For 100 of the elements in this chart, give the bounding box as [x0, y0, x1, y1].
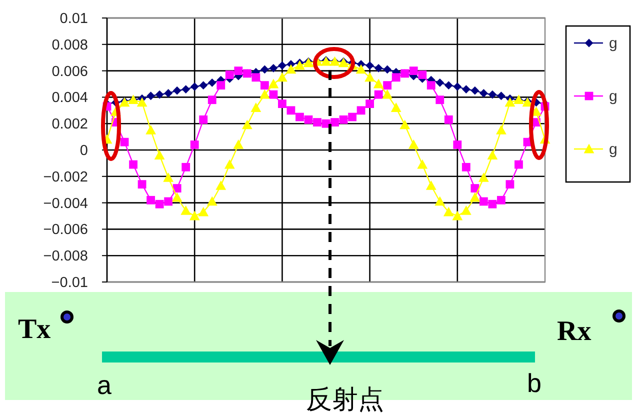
- point: [383, 81, 392, 90]
- point: [182, 162, 190, 172]
- point: [172, 184, 182, 192]
- point: [163, 172, 174, 182]
- point: [497, 92, 506, 100]
- y-tick-label: 0.01: [60, 11, 88, 27]
- y-tick-label: −0.004: [43, 196, 88, 212]
- text: Rx: [557, 316, 592, 347]
- point: [443, 206, 454, 216]
- point: [374, 64, 383, 72]
- point: [479, 197, 488, 206]
- point: [366, 61, 374, 70]
- point: [199, 115, 208, 124]
- point: [392, 73, 400, 82]
- y-tick-label: −0.01: [51, 275, 88, 291]
- point: [269, 90, 278, 99]
- point: [304, 115, 313, 124]
- point: [189, 210, 200, 220]
- point: [199, 81, 208, 90]
- point: [330, 118, 339, 126]
- point: [356, 64, 366, 74]
- point: [172, 86, 182, 95]
- point: [206, 196, 218, 206]
- point: [278, 61, 286, 70]
- point: [269, 64, 278, 72]
- point: [268, 78, 279, 88]
- point: [496, 125, 506, 134]
- point: [506, 180, 514, 189]
- text: Tx: [18, 314, 51, 345]
- point: [426, 180, 436, 190]
- point: [146, 92, 155, 100]
- point: [453, 140, 462, 149]
- point: [400, 120, 410, 130]
- point: [120, 138, 129, 146]
- point: [190, 140, 199, 149]
- point: [190, 82, 199, 91]
- point: [242, 120, 252, 130]
- point: [452, 210, 463, 220]
- point: [364, 72, 375, 82]
- point: [487, 150, 498, 160]
- point: [374, 90, 383, 99]
- point: [224, 159, 235, 169]
- text: 反射点: [306, 384, 384, 414]
- point: [294, 60, 305, 70]
- point: [390, 102, 402, 112]
- y-tick-label: −0.006: [43, 222, 88, 238]
- point: [426, 81, 436, 90]
- point: [208, 96, 216, 104]
- point: [180, 206, 192, 215]
- text: b: [527, 368, 542, 398]
- y-tick-label: −0.002: [43, 169, 88, 186]
- point: [497, 196, 506, 204]
- point: [417, 159, 428, 169]
- point: [164, 89, 173, 98]
- point: [418, 70, 427, 79]
- y-tick-label: 0.006: [52, 64, 88, 80]
- point: [286, 106, 296, 115]
- point: [462, 162, 470, 172]
- point: [216, 180, 226, 190]
- legend-label: g: [609, 141, 618, 158]
- point: [252, 73, 260, 82]
- point: [260, 81, 269, 90]
- point: [172, 192, 182, 202]
- point: [208, 78, 216, 87]
- y-tick-label: 0.004: [52, 90, 88, 106]
- point: [436, 78, 444, 87]
- point: [348, 112, 356, 122]
- point: [260, 65, 269, 74]
- point: [444, 115, 453, 124]
- point: [146, 196, 155, 204]
- point: [478, 172, 489, 182]
- legend-label: g: [609, 35, 618, 52]
- point: [277, 72, 288, 82]
- point: [488, 200, 497, 208]
- point: [470, 86, 480, 95]
- point: [514, 160, 523, 169]
- point: [479, 89, 488, 98]
- point: [453, 82, 462, 91]
- point: [216, 81, 226, 90]
- point: [470, 192, 480, 202]
- point: [129, 160, 138, 169]
- point: [146, 125, 156, 134]
- y-tick-label: −0.008: [43, 248, 88, 265]
- point: [296, 112, 304, 122]
- point: [234, 66, 243, 75]
- point: [198, 206, 209, 216]
- point: [382, 89, 393, 99]
- y-tick-label: 0.008: [52, 37, 88, 54]
- point: [356, 106, 366, 115]
- point: [488, 90, 497, 99]
- point: [154, 150, 165, 160]
- point: [250, 102, 262, 112]
- point: [339, 115, 348, 124]
- point: [138, 180, 146, 189]
- point: [182, 85, 190, 94]
- point: [278, 100, 286, 108]
- point: [155, 200, 164, 208]
- y-tick-label: 0.002: [52, 116, 88, 133]
- point: [155, 90, 164, 99]
- point: [408, 140, 419, 149]
